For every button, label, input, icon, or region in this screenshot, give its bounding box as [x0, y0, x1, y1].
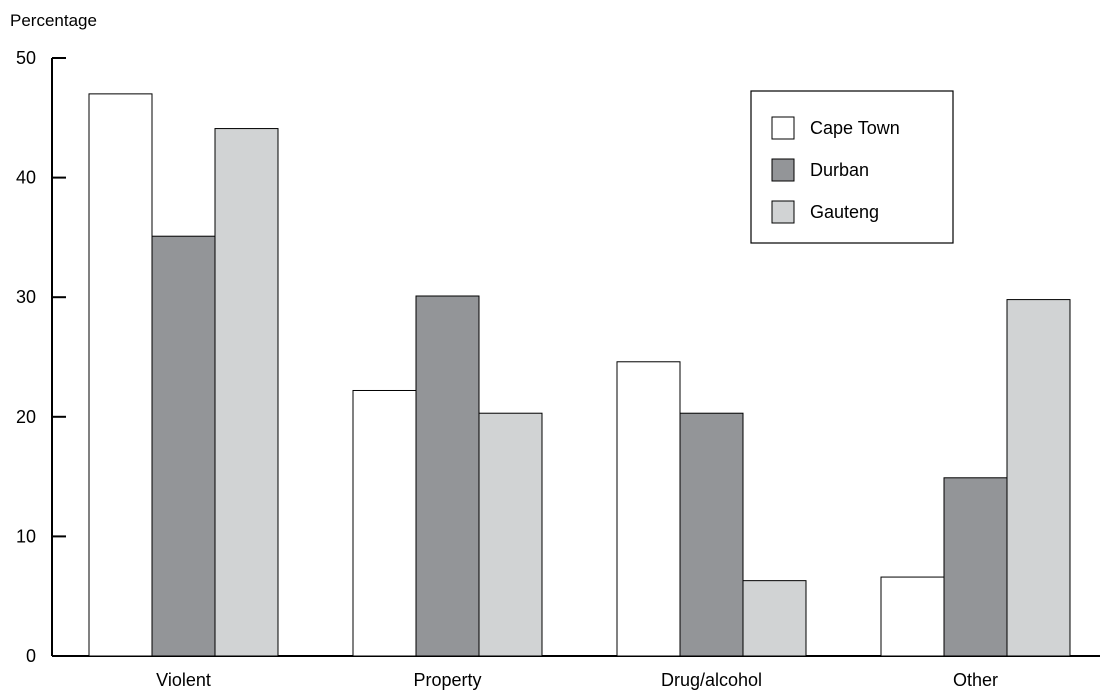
- bar-durban-property: [415, 295, 480, 657]
- y-axis-ticks: 0 10 20 30 40 50: [16, 48, 66, 666]
- x-category-label: Other: [953, 670, 998, 690]
- legend-swatch: [771, 116, 795, 140]
- bar-gauteng-other: [1006, 299, 1071, 657]
- legend-label: Cape Town: [810, 118, 900, 138]
- bar-gauteng-drug-alcohol: [742, 580, 807, 657]
- bar-cape-town-property: [352, 389, 417, 657]
- legend: Cape Town Durban Gauteng: [750, 90, 954, 244]
- x-category-label: Property: [413, 670, 481, 690]
- legend-swatch: [771, 158, 795, 182]
- legend-label: Gauteng: [810, 202, 879, 222]
- bar-durban-drug-alcohol: [679, 412, 744, 657]
- y-axis-label: Percentage: [10, 11, 97, 30]
- legend-label: Durban: [810, 160, 869, 180]
- legend-swatch: [771, 200, 795, 224]
- y-tick-label: 10: [16, 526, 36, 546]
- y-tick-label: 50: [16, 48, 36, 68]
- bar-cape-town-drug-alcohol: [616, 361, 681, 657]
- y-tick-label: 40: [16, 168, 36, 188]
- bar-durban-violent: [151, 235, 216, 657]
- x-category-label: Drug/alcohol: [661, 670, 762, 690]
- y-tick-label: 0: [26, 646, 36, 666]
- y-tick-label: 30: [16, 287, 36, 307]
- bar-durban-other: [943, 477, 1008, 657]
- bar-gauteng-violent: [214, 128, 279, 657]
- bars: [88, 93, 1071, 657]
- x-category-label: Violent: [156, 670, 211, 690]
- y-tick-label: 20: [16, 407, 36, 427]
- bar-cape-town-violent: [88, 93, 153, 657]
- bar-cape-town-other: [880, 576, 945, 657]
- bar-gauteng-property: [478, 412, 543, 657]
- x-axis-labels: Violent Property Drug/alcohol Other: [156, 670, 998, 690]
